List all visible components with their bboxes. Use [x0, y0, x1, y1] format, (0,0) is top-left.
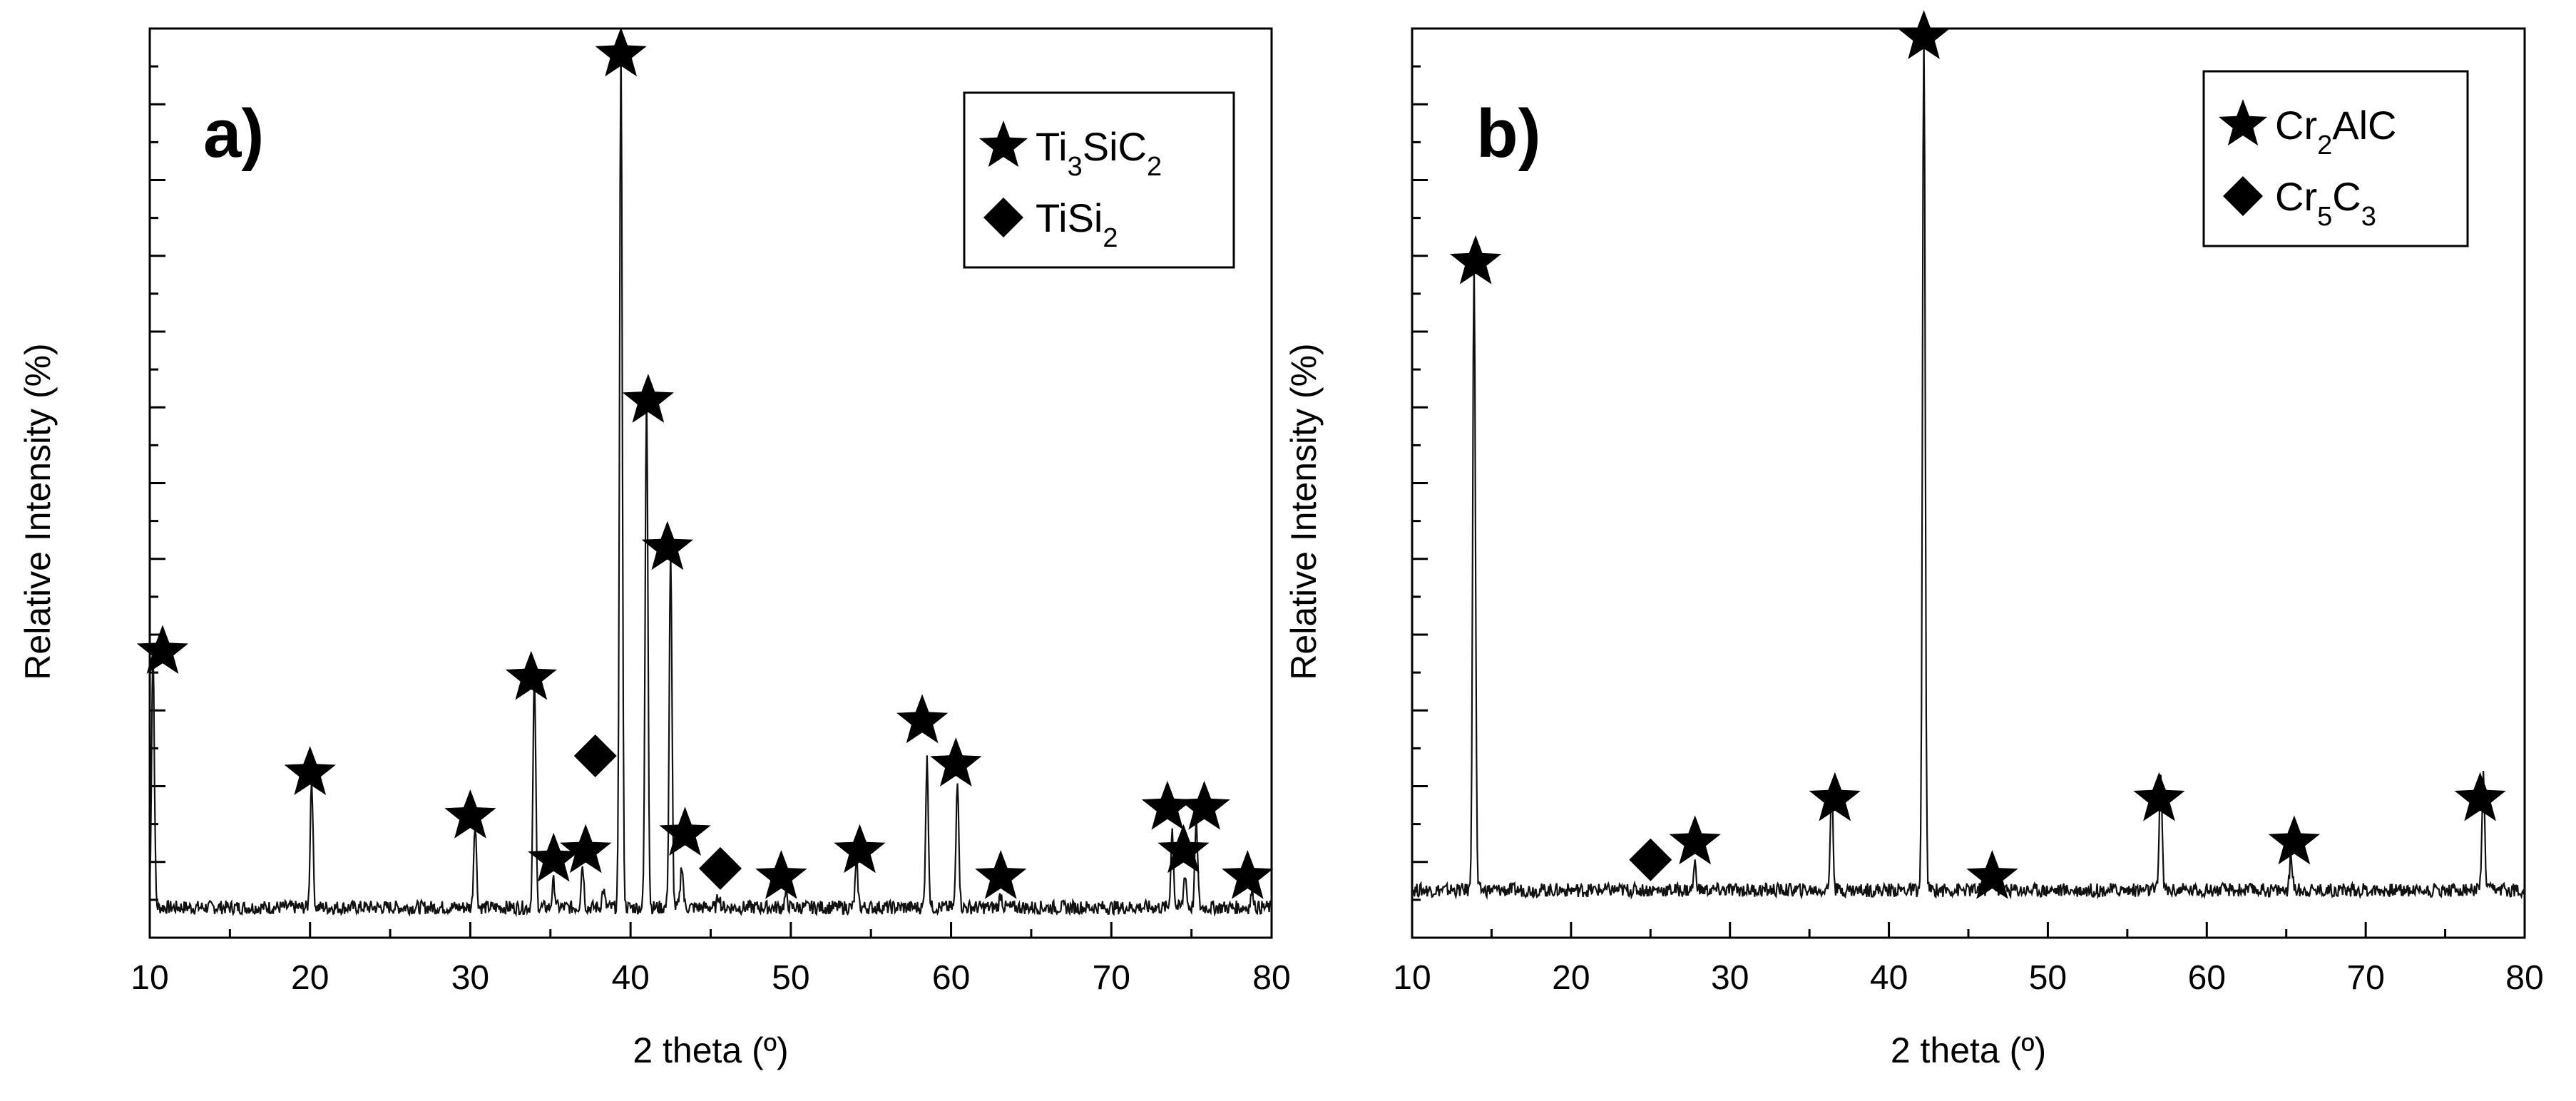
x-tick-label: 40 — [1870, 959, 1908, 997]
y-axis-title: Relative Intensity (%) — [18, 343, 58, 680]
star-marker — [1222, 850, 1274, 899]
star-marker — [1669, 815, 1721, 865]
star-marker — [641, 521, 693, 570]
legend-label: Cr2AlC — [2275, 103, 2396, 160]
x-tick-label: 80 — [2505, 959, 2543, 997]
x-tick-label: 70 — [2346, 959, 2384, 997]
star-marker — [1178, 780, 1230, 830]
xrd-pattern-line — [150, 37, 1272, 918]
star-marker — [2268, 815, 2320, 865]
star-marker — [444, 789, 496, 839]
legend-diamond-icon — [983, 198, 1023, 237]
star-marker — [975, 850, 1027, 899]
x-tick-label: 30 — [451, 959, 489, 997]
star-marker — [1157, 824, 1210, 874]
star-marker — [505, 650, 557, 700]
legend-label: Cr5C3 — [2275, 174, 2376, 232]
x-tick-label: 50 — [2029, 959, 2067, 997]
x-tick-label: 50 — [772, 959, 809, 997]
star-marker — [755, 850, 807, 899]
x-axis: 10 20 30 40 50 60 70 80 — [1393, 922, 2544, 997]
chart-panel-b: 10 20 30 40 50 60 70 80 2 theta (º) Relative Inte… — [1284, 10, 2544, 1070]
x-tick-label: 30 — [1711, 959, 1749, 997]
star-marker — [284, 746, 336, 795]
legend-label: TiSi2 — [1036, 195, 1118, 253]
legend: Ti3SiC2 TiSi2 — [963, 91, 1235, 269]
x-tick-label: 20 — [291, 959, 329, 997]
x-tick-label: 20 — [1552, 959, 1590, 997]
legend-label: Ti3SiC2 — [1036, 124, 1162, 182]
star-marker — [1898, 10, 1950, 59]
phase-markers — [136, 27, 1274, 899]
legend-box — [963, 91, 1235, 269]
diamond-marker — [573, 734, 617, 777]
star-marker — [930, 737, 982, 787]
star-marker — [1141, 780, 1194, 830]
panel-label: a) — [203, 96, 264, 172]
star-marker — [595, 27, 647, 77]
x-tick-label: 10 — [131, 959, 168, 997]
star-marker — [1966, 850, 2018, 899]
star-marker — [528, 832, 580, 882]
xrd-pattern-line — [1412, 30, 2525, 901]
phase-markers — [1450, 10, 2506, 899]
legend-diamond-icon — [2223, 176, 2263, 216]
star-marker — [834, 824, 886, 874]
star-marker — [1809, 772, 1861, 821]
chart-panel-a: 10 20 30 40 50 60 70 80 2 theta (º) Relative Inte… — [18, 27, 1291, 1070]
x-axis-title: 2 theta (º) — [633, 1030, 788, 1070]
star-marker — [136, 625, 189, 674]
star-marker — [896, 694, 949, 744]
star-marker — [659, 806, 711, 856]
diamond-marker — [698, 846, 742, 890]
star-marker — [2133, 772, 2185, 821]
star-marker — [622, 374, 674, 423]
y-axis — [150, 27, 165, 939]
x-tick-label: 80 — [1252, 959, 1290, 997]
legend-box — [2202, 70, 2469, 247]
star-marker — [2454, 772, 2506, 821]
x-axis: 10 20 30 40 50 60 70 80 — [131, 922, 1291, 997]
star-marker — [1450, 235, 1502, 285]
x-tick-label: 70 — [1093, 959, 1130, 997]
legend: Cr2AlC Cr5C3 — [2202, 70, 2469, 247]
star-marker — [560, 824, 612, 874]
y-axis — [1412, 27, 1428, 939]
x-tick-label: 40 — [611, 959, 649, 997]
legend-star-icon — [2218, 99, 2268, 146]
x-tick-label: 60 — [2188, 959, 2226, 997]
x-tick-label: 10 — [1393, 959, 1431, 997]
legend-star-icon — [978, 121, 1028, 168]
diamond-marker — [1629, 838, 1672, 881]
panel-label: b) — [1476, 96, 1541, 172]
y-axis-title: Relative Intensity (%) — [1284, 343, 1324, 680]
x-axis-title: 2 theta (º) — [1891, 1030, 2046, 1070]
x-tick-label: 60 — [932, 959, 970, 997]
